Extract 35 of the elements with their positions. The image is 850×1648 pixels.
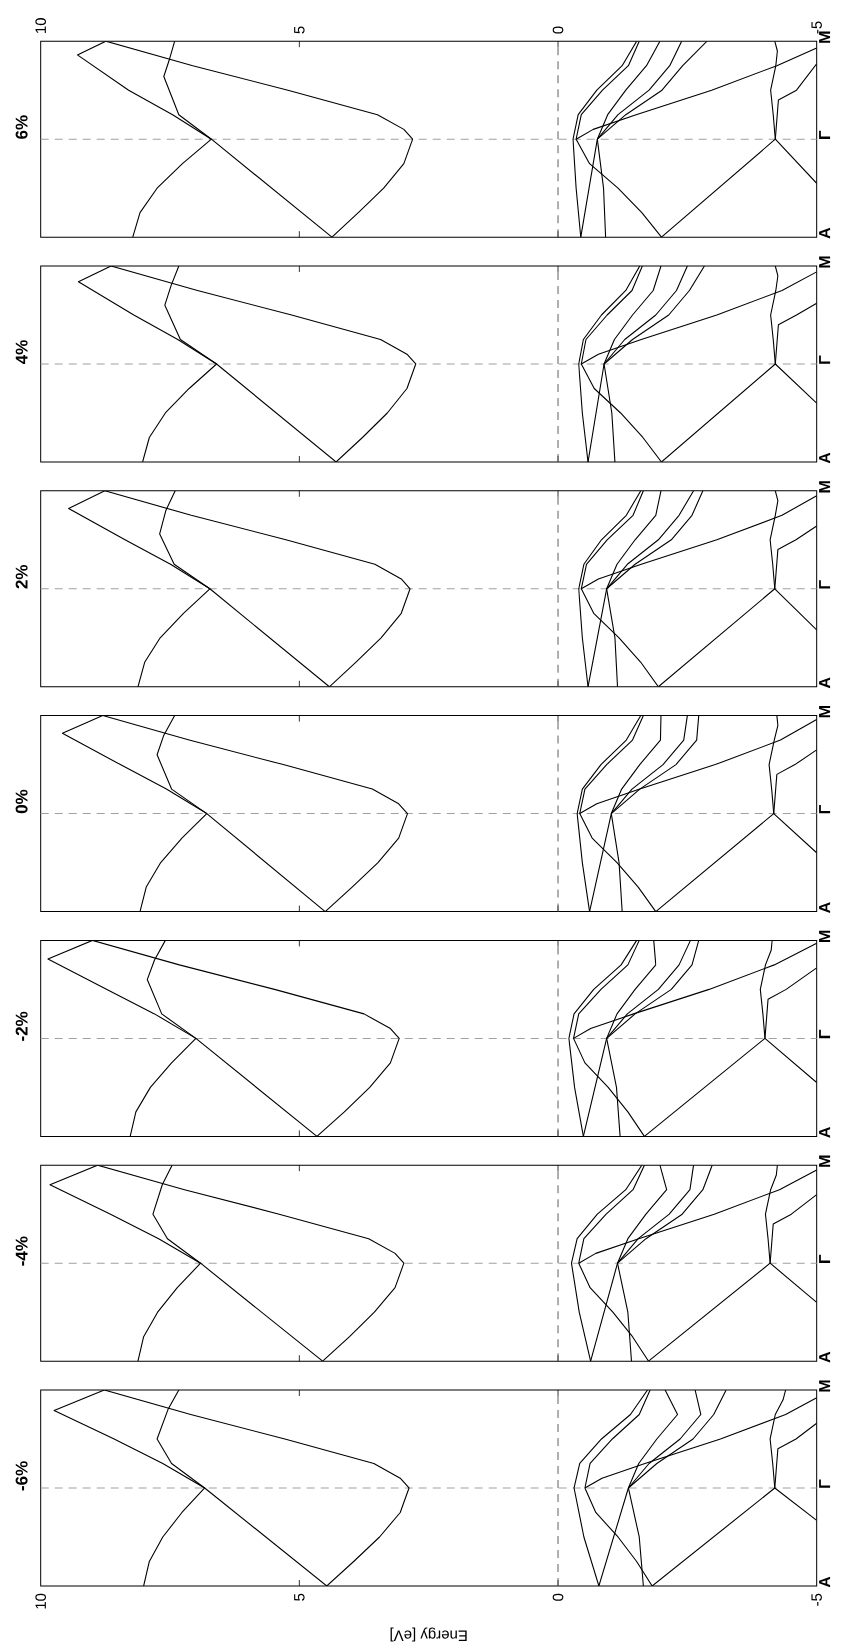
text: A <box>819 1351 831 1363</box>
text: 2% <box>15 564 28 589</box>
text: M <box>819 1155 831 1167</box>
text: M <box>819 1380 831 1392</box>
text: A <box>819 1576 831 1588</box>
text: Γ <box>819 1254 831 1263</box>
text: -6% <box>15 1461 28 1491</box>
x-tick-label: -5 <box>811 1593 822 1606</box>
text: A <box>819 902 831 913</box>
x-tick-label: 10 <box>35 1593 47 1609</box>
text: Γ <box>819 580 831 589</box>
text: M <box>819 930 831 942</box>
x-tick-label: 0 <box>552 1593 564 1601</box>
text: Γ <box>819 130 831 139</box>
text: -2% <box>15 1011 28 1041</box>
text: A <box>819 1127 831 1138</box>
text: A <box>819 677 831 689</box>
text: A <box>819 452 831 464</box>
text: Γ <box>819 1029 831 1039</box>
text: M <box>819 705 831 718</box>
x-tick-label: 5 <box>294 1593 305 1601</box>
text: M <box>819 256 831 268</box>
text: Γ <box>819 1479 831 1488</box>
text: Γ <box>819 805 831 814</box>
x-axis-title: Energy [eV] <box>390 1627 467 1642</box>
text: 6% <box>15 115 28 139</box>
text: M <box>819 481 831 493</box>
x-tick-label: 10 <box>35 18 47 33</box>
x-tick-label: 0 <box>552 26 564 34</box>
text: Γ <box>819 355 831 364</box>
text: A <box>819 227 831 239</box>
text: 0% <box>15 789 28 814</box>
x-tick-label: 5 <box>294 26 305 34</box>
text: -4% <box>15 1236 28 1266</box>
text: 4% <box>15 340 28 365</box>
